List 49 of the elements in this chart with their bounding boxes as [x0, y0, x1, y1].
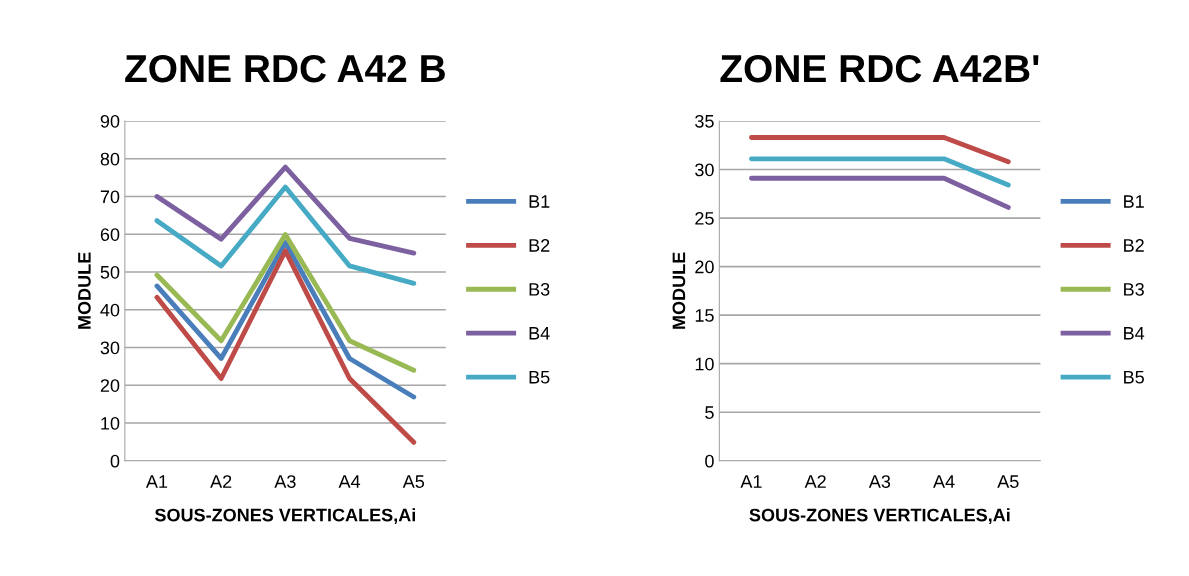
y-tick-label: 0 [705, 454, 714, 468]
x-tick-label: A4 [933, 475, 955, 488]
x-tick-label: A5 [402, 475, 425, 488]
x-axis-title: SOUS-ZONES VERTICALES,Ai [154, 508, 415, 525]
y-tick-label: 30 [695, 163, 714, 177]
y-tick-label: 0 [110, 454, 120, 468]
x-tick-label: A3 [868, 475, 891, 488]
x-tick-label: A3 [274, 475, 296, 488]
chart-title: ZONE RDC A42B' [720, 54, 1039, 83]
line-series [154, 240, 417, 400]
y-tick-label: 40 [100, 303, 120, 317]
y-tick-label: 50 [100, 265, 120, 279]
legend-label: B3 [1124, 282, 1144, 296]
line-series [154, 164, 417, 256]
legend-label: B4 [529, 327, 550, 340]
legend-label: B1 [1124, 195, 1144, 208]
chart-title: ZONE RDC A42 B [125, 54, 445, 83]
y-tick-label: 10 [101, 416, 120, 430]
legend-label: B2 [1124, 239, 1144, 252]
legend-label: B4 [1124, 327, 1145, 340]
y-tick-label: 10 [695, 357, 714, 371]
x-tick-label: A5 [997, 475, 1019, 488]
y-axis-title: MODULE [77, 252, 91, 329]
y-tick-label: 20 [100, 379, 120, 392]
y-tick-label: 90 [100, 114, 120, 128]
y-tick-label: 60 [100, 228, 120, 241]
x-axis-title: SOUS-ZONES VERTICALES,Ai [749, 508, 1010, 525]
y-tick-label: 30 [100, 341, 120, 355]
y-tick-label: 20 [695, 260, 714, 274]
x-tick-label: A2 [210, 475, 232, 488]
legend-label: B3 [529, 282, 550, 296]
line-series [154, 184, 417, 286]
y-tick-label: 15 [695, 309, 714, 322]
legend-label: B1 [529, 195, 550, 208]
x-tick-label: A2 [804, 475, 826, 488]
legend-label: B2 [529, 239, 550, 252]
y-axis-title: MODULE [672, 252, 686, 329]
x-tick-label: A4 [338, 475, 361, 488]
legend-label: B5 [1124, 370, 1144, 384]
x-tick-label: A1 [740, 475, 762, 488]
line-series [154, 232, 417, 373]
y-tick-label: 80 [100, 152, 120, 166]
legend-label: B5 [529, 370, 550, 384]
line-series [154, 248, 417, 445]
y-tick-label: 5 [705, 406, 714, 419]
x-tick-label: A1 [145, 475, 168, 488]
y-tick-label: 70 [100, 190, 120, 204]
y-tick-label: 35 [695, 114, 714, 128]
y-tick-label: 25 [695, 211, 714, 225]
